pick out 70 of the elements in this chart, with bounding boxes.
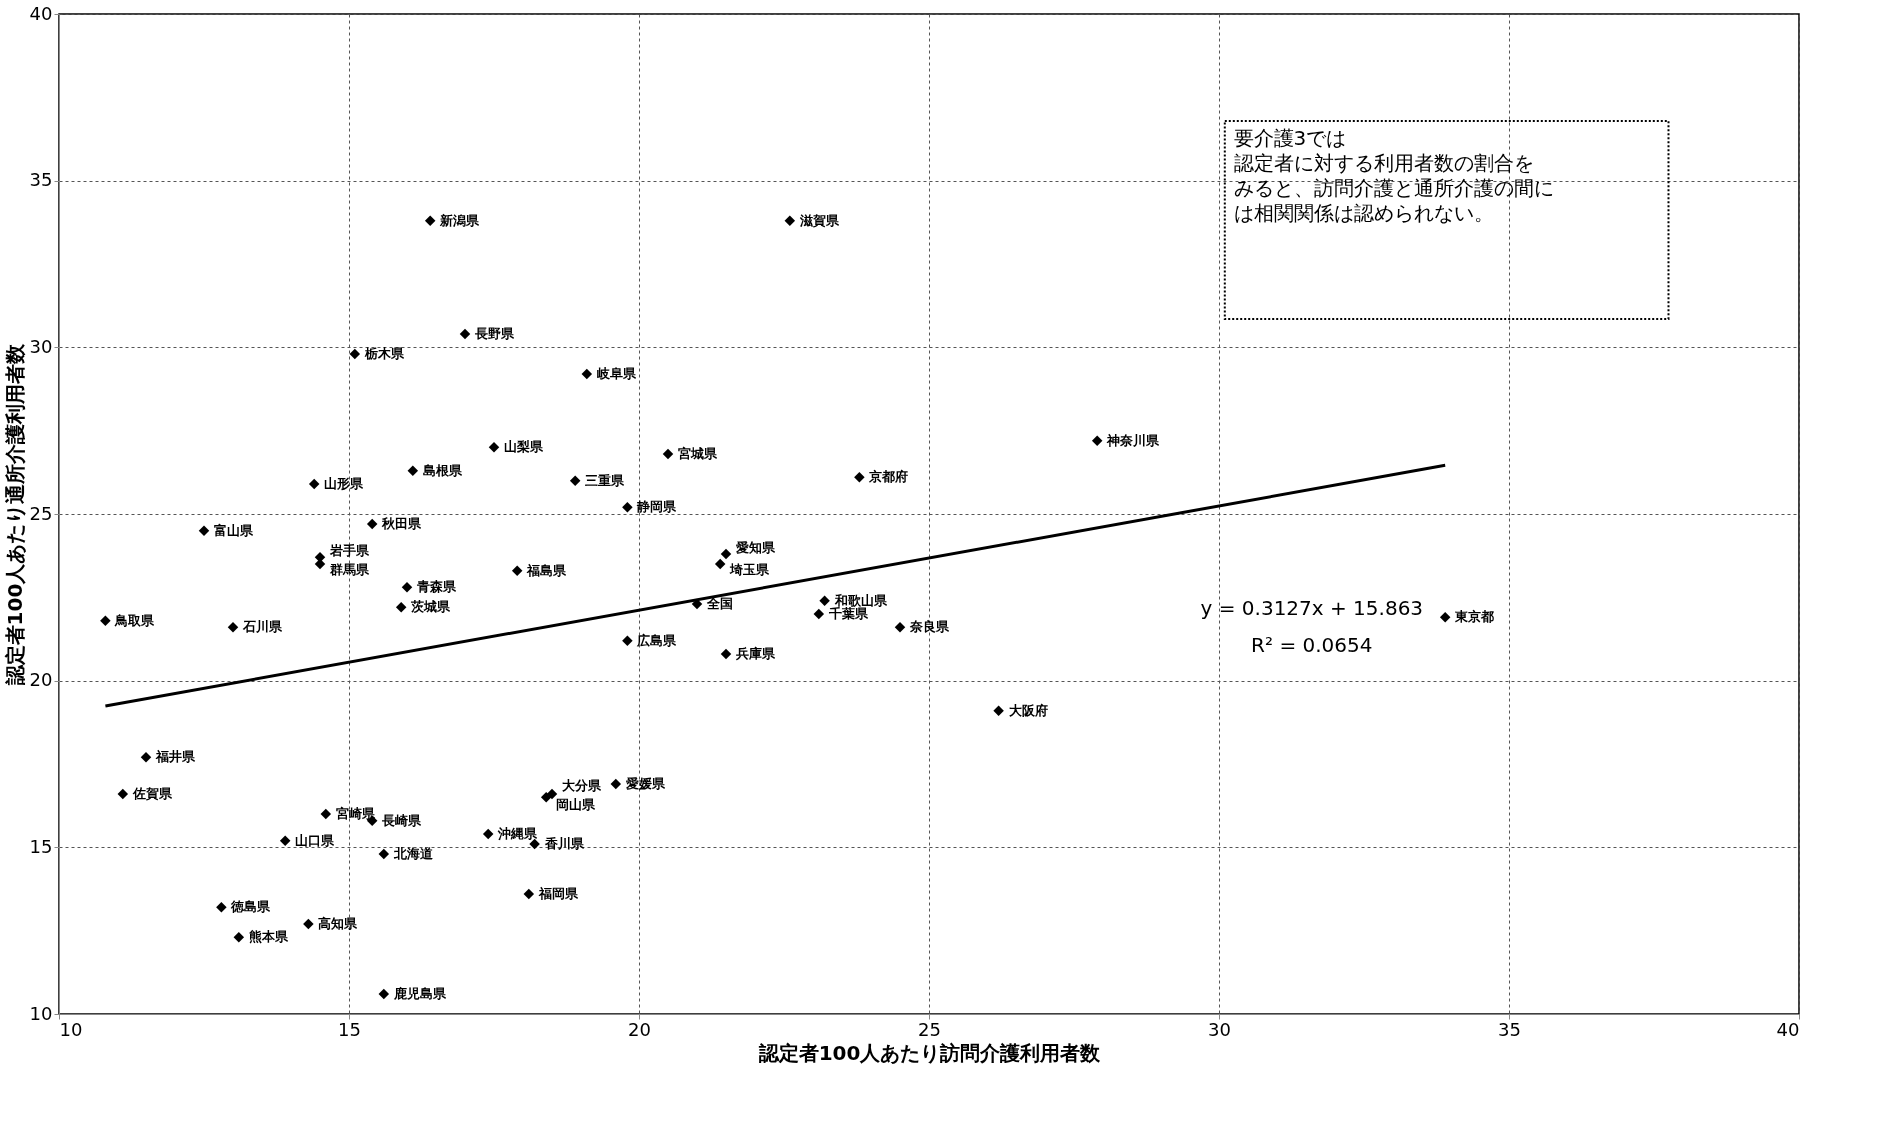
data-label: 大分県 (562, 778, 602, 793)
data-label: 鳥取県 (114, 612, 156, 628)
annotation: みると、訪問介護と通所介護の間に (1233, 176, 1554, 200)
data-label: 香川県 (543, 836, 585, 851)
x-tick-label: 30 (1208, 1018, 1231, 1040)
annotation: 要介護3では (1233, 126, 1347, 150)
data-label: 青森県 (416, 579, 457, 595)
data-label: 鹿児島県 (392, 986, 447, 1001)
data-label: 新潟県 (439, 212, 481, 228)
data-label: 秋田県 (381, 516, 423, 531)
data-label: 愛知県 (736, 540, 776, 555)
data-label: 山口県 (295, 832, 336, 848)
data-label: 岐阜県 (596, 366, 637, 381)
data-label: 富山県 (214, 522, 254, 538)
data-label: 東京都 (1454, 609, 1495, 625)
data-label: 京都府 (868, 469, 909, 485)
x-tick-label: 10 (59, 1018, 83, 1040)
y-tick-label: 40 (29, 2, 53, 24)
data-label: 沖縄県 (497, 826, 539, 841)
data-label: 大阪府 (1008, 702, 1048, 718)
data-label: 三重県 (585, 472, 626, 488)
x-tick-label: 15 (338, 1018, 361, 1040)
data-label: 高知県 (318, 916, 359, 931)
data-label: 埼玉県 (729, 562, 771, 577)
y-tick-label: 10 (29, 1002, 53, 1024)
data-label: 島根県 (422, 462, 463, 478)
x-tick-label: 25 (918, 1018, 941, 1040)
annotation: y = 0.3127x + 15.863 (1200, 596, 1424, 620)
x-tick-label: 35 (1498, 1018, 1521, 1040)
data-label: 千葉県 (827, 606, 869, 621)
data-label: 福井県 (155, 749, 196, 765)
annotation: 認定者に対する利用者数の割合を (1233, 151, 1534, 175)
annotation: R² = 0.0654 (1251, 633, 1373, 657)
y-tick-label: 25 (29, 502, 53, 524)
data-label: 徳島県 (230, 899, 272, 915)
data-label: 石川県 (242, 619, 283, 635)
y-tick-label: 20 (29, 669, 53, 691)
y-axis-title: 認定者100人あたり通所介護利用者数 (2, 342, 27, 687)
data-label: 神奈川県 (1106, 432, 1161, 448)
data-label: 岩手県 (329, 543, 370, 559)
data-label: 福島県 (526, 562, 568, 578)
x-axis-title: 認定者100人あたり訪問介護利用者数 (757, 1040, 1102, 1065)
y-tick-label: 30 (29, 335, 53, 357)
data-label: 群馬県 (329, 562, 370, 577)
y-tick-label: 15 (29, 835, 53, 857)
data-label: 福岡県 (537, 886, 579, 901)
y-tick-label: 35 (29, 169, 53, 191)
data-label: 佐賀県 (131, 786, 173, 801)
data-label: 全国 (706, 596, 733, 611)
data-label: 山梨県 (504, 439, 544, 455)
data-label: 岡山県 (556, 797, 597, 813)
data-label: 栃木県 (363, 346, 405, 361)
x-tick-label: 40 (1776, 1018, 1800, 1040)
annotation: は相関関係は認められない。 (1233, 201, 1494, 225)
data-label: 滋賀県 (798, 212, 840, 228)
data-label: 山形県 (324, 476, 365, 491)
data-label: 広島県 (636, 632, 678, 648)
data-label: 長崎県 (381, 812, 423, 828)
data-label: 和歌山県 (833, 592, 888, 608)
data-label: 北海道 (392, 846, 434, 861)
data-label: 茨城県 (410, 599, 452, 615)
data-label: 長野県 (474, 326, 515, 341)
data-label: 静岡県 (636, 499, 678, 515)
data-label: 兵庫県 (735, 646, 776, 661)
data-label: 熊本県 (248, 929, 289, 945)
x-tick-label: 20 (628, 1018, 651, 1040)
data-label: 宮崎県 (335, 806, 376, 821)
data-label: 奈良県 (909, 619, 950, 635)
data-label: 愛媛県 (625, 776, 666, 791)
data-label: 宮城県 (678, 446, 718, 461)
